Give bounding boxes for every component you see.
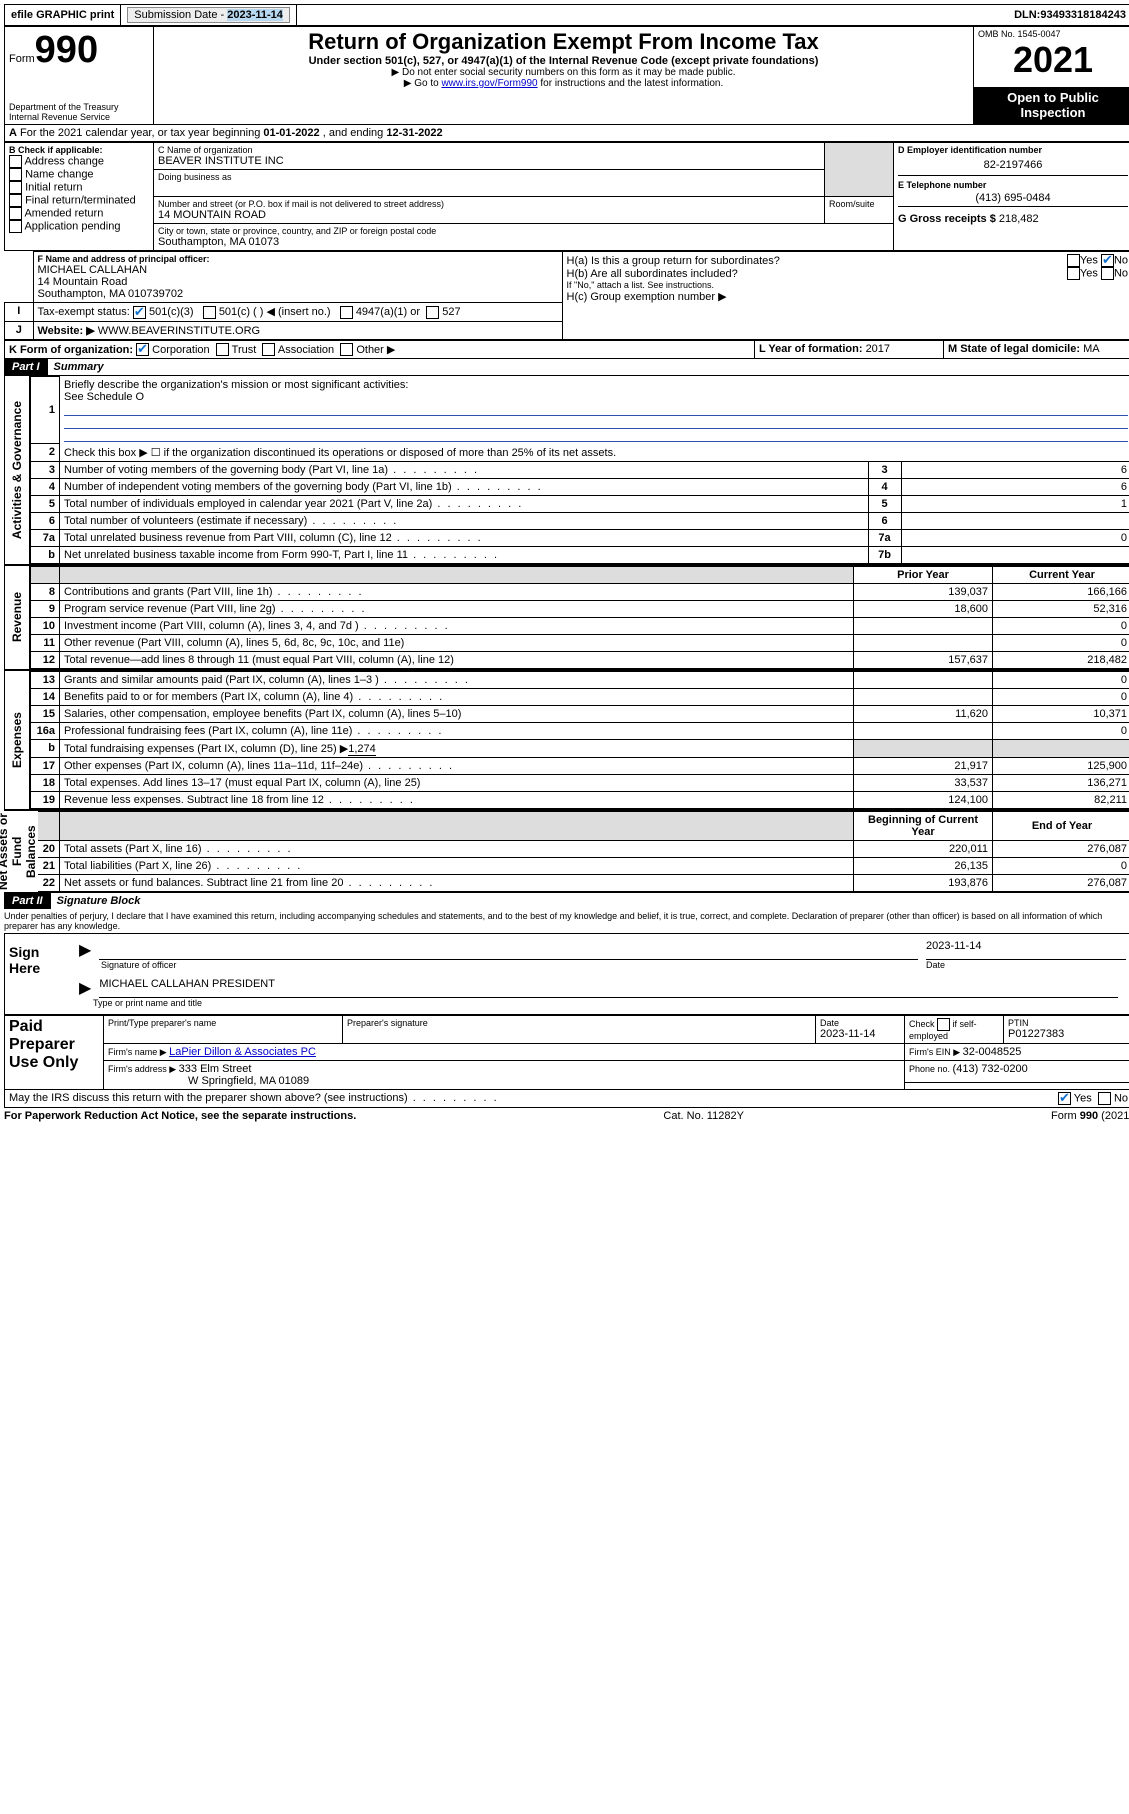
revenue-section: Revenue Prior YearCurrent Year 8Contribu…: [4, 565, 1129, 670]
expenses-section: Expenses 13Grants and similar amounts pa…: [4, 670, 1129, 810]
form-header: Form990 Department of the Treasury Inter…: [4, 26, 1129, 125]
tax-year: 2021: [978, 39, 1128, 81]
activities-governance: Activities & Governance 1 Briefly descri…: [4, 375, 1129, 565]
entity-block: B Check if applicable: Address change Na…: [4, 142, 1129, 251]
arrow-icon: ▶: [79, 940, 91, 960]
net-assets-section: Net Assets or Fund Balances Beginning of…: [4, 810, 1129, 893]
box-f: F Name and address of principal officer:…: [33, 252, 562, 303]
arrow-icon: ▶: [79, 978, 91, 998]
firm-link[interactable]: LaPier Dillon & Associates PC: [169, 1046, 316, 1058]
dln-cell: DLN: 93493318184243: [1008, 5, 1129, 25]
irs-link[interactable]: www.irs.gov/Form990: [441, 78, 537, 89]
row-k: K Form of organization: Corporation Trus…: [5, 340, 755, 359]
top-bar: efile GRAPHIC print Submission Date - 20…: [4, 4, 1129, 26]
form-title: Return of Organization Exempt From Incom…: [158, 29, 969, 55]
goto-note: ▶ Go to www.irs.gov/Form990 for instruct…: [158, 78, 969, 89]
room-suite: Room/suite: [825, 197, 894, 224]
page-footer: For Paperwork Reduction Act Notice, see …: [4, 1108, 1129, 1122]
form-number-cell: Form990 Department of the Treasury Inter…: [5, 27, 154, 125]
dept-treasury: Department of the Treasury: [9, 102, 149, 112]
box-c-name: C Name of organization BEAVER INSTITUTE …: [154, 143, 825, 170]
paid-preparer-block: Paid Preparer Use Only Print/Type prepar…: [4, 1015, 1129, 1090]
row-l: L Year of formation: 2017: [755, 340, 944, 359]
submission-cell: Submission Date - 2023-11-14: [121, 5, 297, 25]
open-to-public: Open to PublicInspection: [974, 87, 1129, 124]
box-d-e-g: D Employer identification number 82-2197…: [894, 143, 1129, 251]
perjury-statement: Under penalties of perjury, I declare th…: [4, 909, 1129, 933]
klm-row: K Form of organization: Corporation Trus…: [4, 340, 1129, 360]
submission-date-button[interactable]: Submission Date - 2023-11-14: [127, 7, 290, 23]
form-subtitle: Under section 501(c), 527, or 4947(a)(1)…: [158, 55, 969, 67]
box-c-city: City or town, state or province, country…: [154, 224, 894, 251]
discuss-row: May the IRS discuss this return with the…: [4, 1090, 1129, 1108]
row-j: Website: ▶ WWW.BEAVERINSTITUTE.ORG: [33, 321, 562, 339]
box-b: B Check if applicable: Address change Na…: [5, 143, 154, 251]
omb-cell: OMB No. 1545-0047 2021: [974, 27, 1129, 88]
dept-irs: Internal Revenue Service: [9, 112, 149, 122]
efile-label: efile GRAPHIC print: [5, 5, 121, 25]
fhi-block: F Name and address of principal officer:…: [4, 251, 1129, 340]
period-line: A For the 2021 calendar year, or tax yea…: [4, 125, 1129, 142]
part1-header: Part I Summary: [4, 359, 1129, 375]
ssn-note: ▶ Do not enter social security numbers o…: [158, 67, 969, 78]
sign-here-block: Sign Here ▶ 2023-11-14 Signature of offi…: [4, 933, 1129, 1015]
title-cell: Return of Organization Exempt From Incom…: [154, 27, 974, 125]
row-i: Tax-exempt status: 501(c)(3) 501(c) ( ) …: [33, 303, 562, 322]
box-c-dba: Doing business as: [154, 170, 825, 197]
part2-header: Part II Signature Block: [4, 893, 1129, 909]
spacer-1: [825, 143, 894, 197]
box-h: H(a) Is this a group return for subordin…: [562, 252, 1129, 340]
row-m: M State of legal domicile: MA: [944, 340, 1129, 359]
box-c-street: Number and street (or P.O. box if mail i…: [154, 197, 825, 224]
